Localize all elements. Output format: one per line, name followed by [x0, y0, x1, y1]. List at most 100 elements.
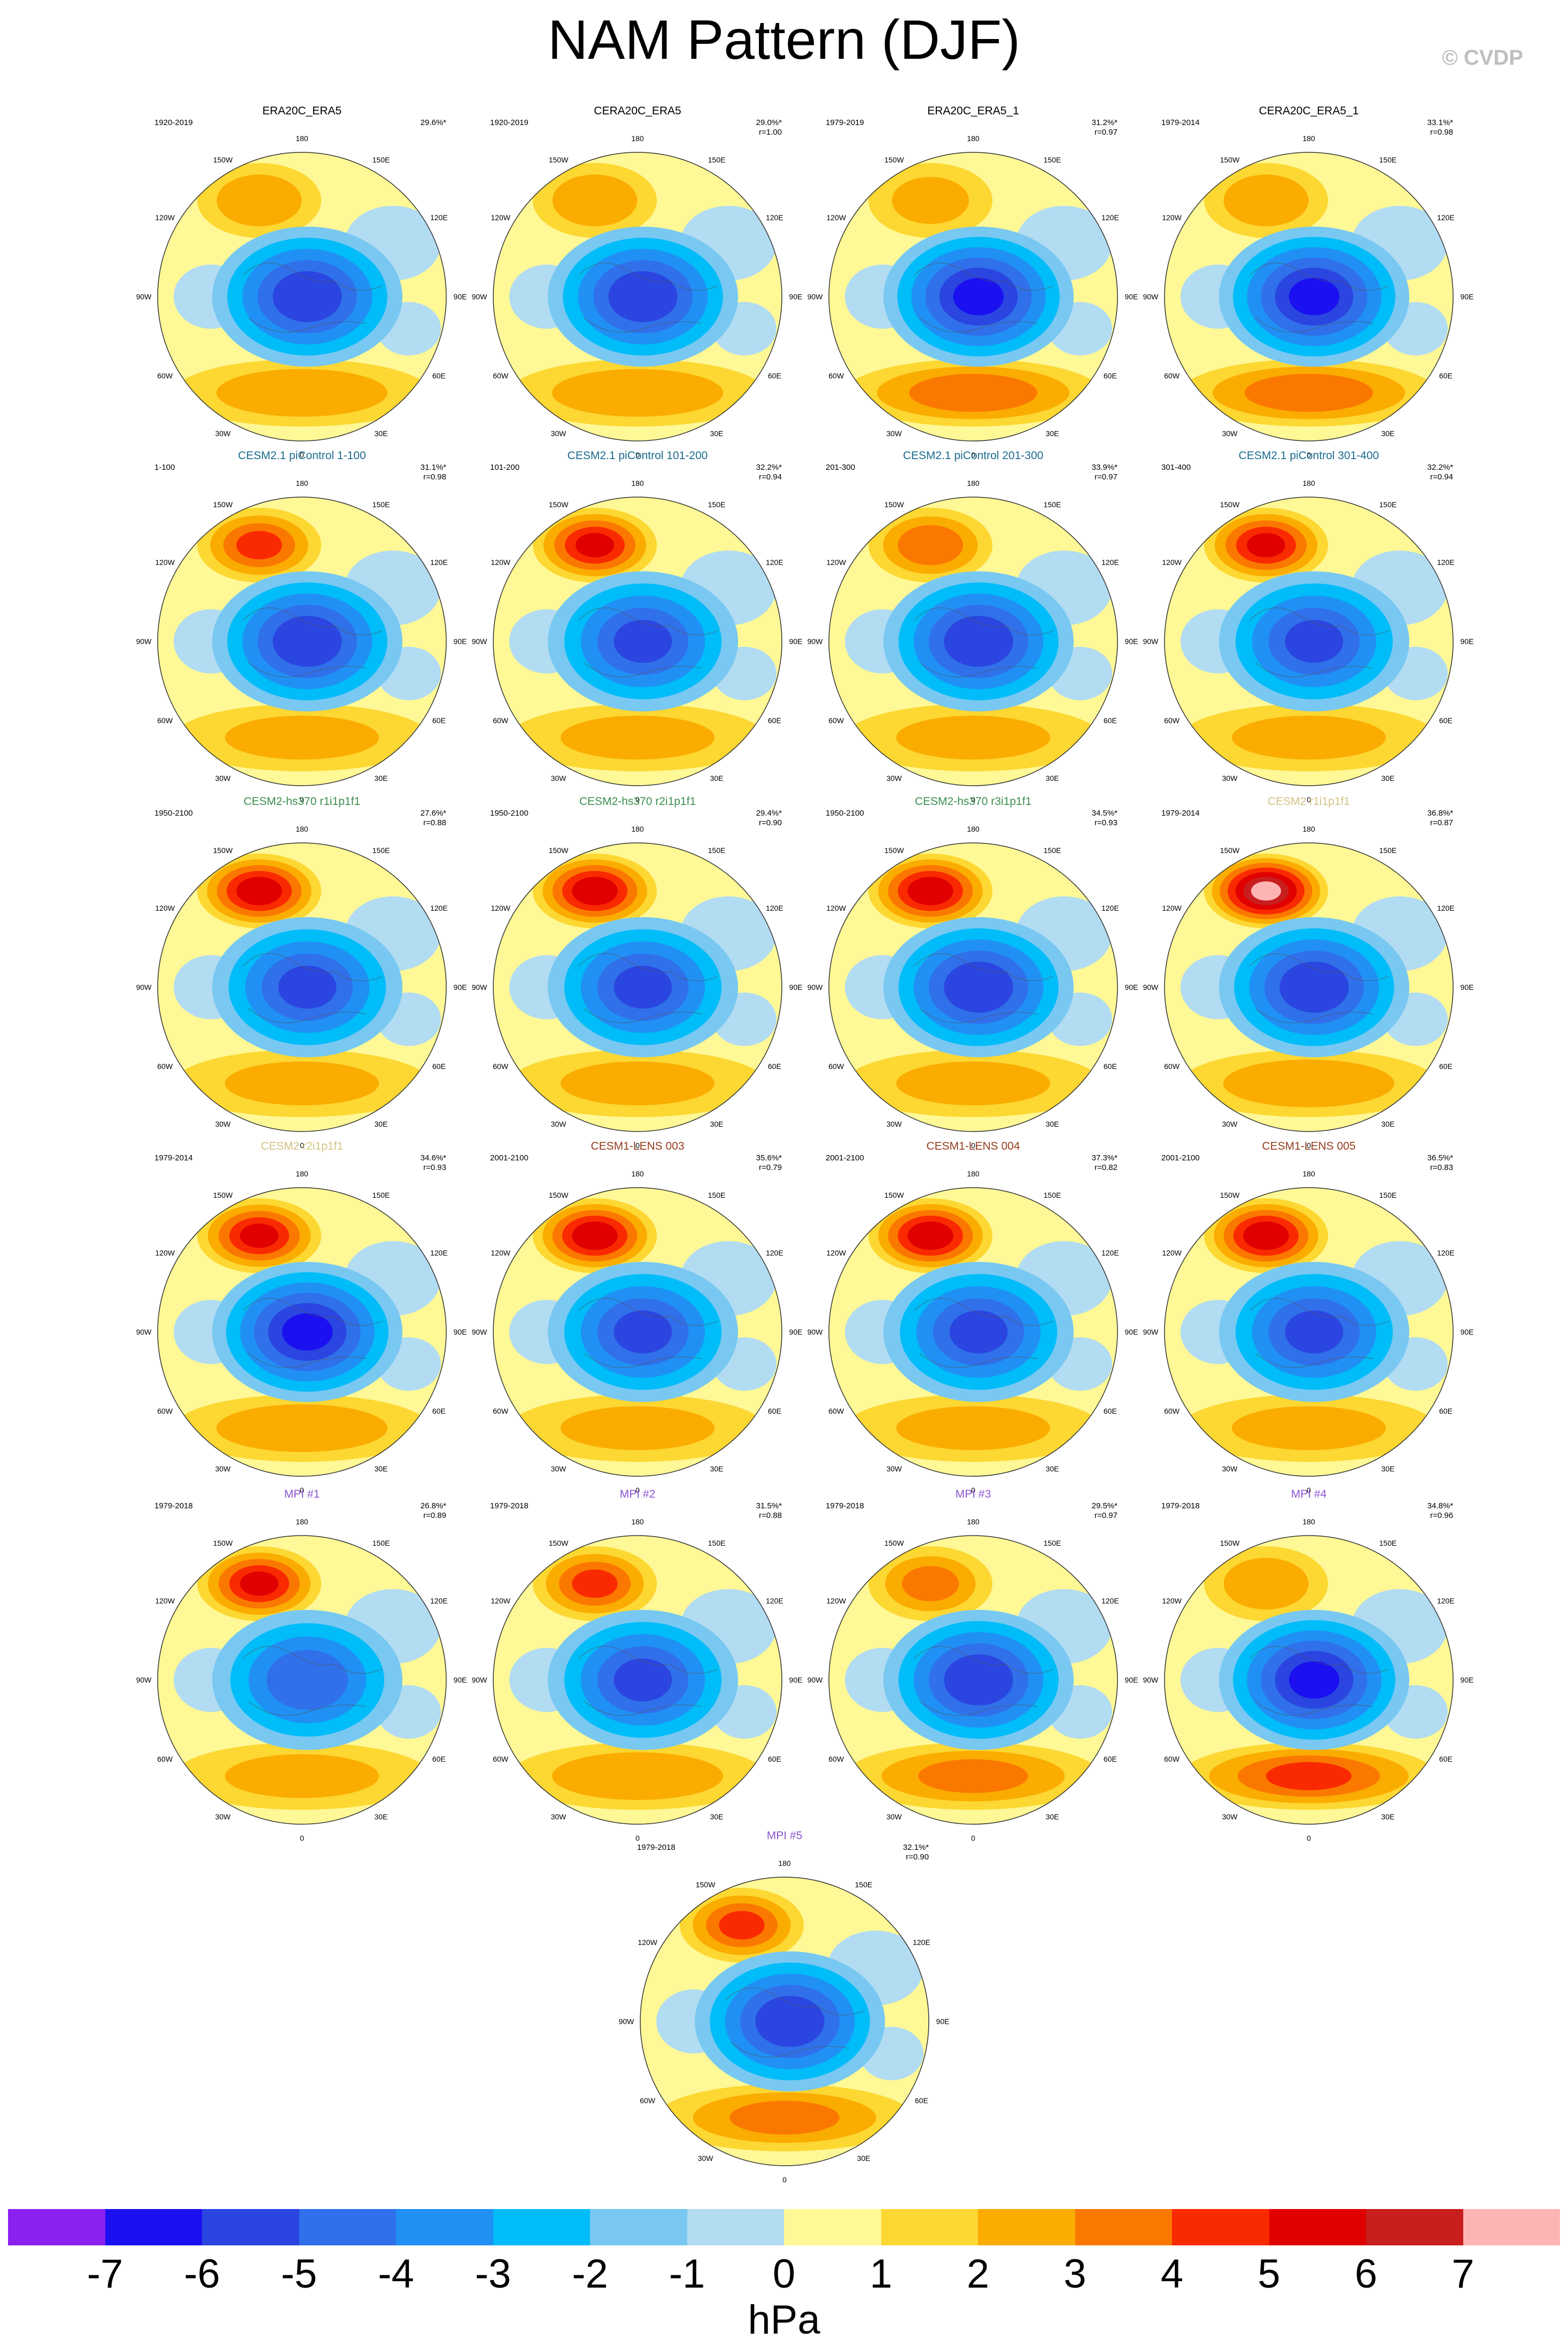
polar-map — [1164, 152, 1454, 441]
longitude-label: 150E — [372, 155, 390, 164]
longitude-label: 90E — [936, 2017, 950, 2026]
longitude-label: 30W — [215, 1464, 231, 1474]
longitude-label: 30E — [710, 1120, 724, 1129]
polar-map — [493, 1535, 782, 1825]
longitude-label: 120E — [1437, 558, 1455, 567]
longitude-label: 60E — [432, 1407, 446, 1415]
panel-pattern-correlation: r=0.87 — [1430, 818, 1453, 827]
longitude-label: 120E — [1437, 1597, 1455, 1605]
colorbar-cell — [202, 2209, 299, 2245]
longitude-label: 150E — [372, 500, 390, 509]
longitude-label: 180 — [296, 1169, 308, 1178]
longitude-label: 90W — [471, 637, 487, 646]
longitude-label: 90W — [1143, 292, 1159, 301]
longitude-label: 90E — [453, 1328, 467, 1336]
panel-period: 1979-2018 — [637, 1843, 676, 1852]
longitude-label: 30W — [1222, 1812, 1238, 1822]
longitude-label: 30W — [215, 1120, 231, 1129]
panel-variance-explained: 26.8%* — [420, 1501, 446, 1510]
map-panel: ERA20C_ERA5 1920-2019 29.6%* 180 150E 120E 90E… — [136, 105, 467, 459]
longitude-label: 0 — [1307, 1486, 1311, 1494]
longitude-label: 180 — [631, 134, 644, 143]
panel-variance-explained: 29.0%* — [756, 118, 782, 127]
longitude-label: 30E — [1381, 1120, 1395, 1129]
longitude-label: 150W — [1220, 846, 1240, 855]
longitude-label: 60W — [493, 371, 509, 380]
colorbar-tick-label: 0 — [772, 2251, 796, 2297]
copyright-label: © CVDP — [1442, 46, 1523, 69]
longitude-label: 60E — [767, 1407, 781, 1415]
longitude-label: 60W — [1164, 1062, 1180, 1071]
longitude-label: 120E — [430, 1249, 448, 1257]
panel-pattern-correlation: r=0.90 — [906, 1853, 929, 1862]
panel-period: 101-200 — [490, 463, 520, 472]
panel-period: 1950-2100 — [490, 809, 529, 818]
map-panel: CESM2.1 piControl 1-100 1-100 31.1%* r=0.98… — [136, 450, 467, 804]
longitude-label: 90W — [471, 1328, 487, 1336]
longitude-label: 30E — [374, 1120, 388, 1129]
map-panel: CESM2-hs370 r1i1p1f1 1950-2100 27.6%* r=0.8… — [136, 795, 467, 1150]
longitude-label: 0 — [1307, 1834, 1311, 1842]
longitude-label: 180 — [967, 134, 980, 143]
longitude-label: 150E — [708, 1190, 726, 1199]
longitude-label: 120W — [155, 213, 175, 222]
longitude-label: 120W — [491, 1249, 510, 1257]
longitude-label: 150W — [884, 1538, 904, 1547]
colorbar-cell — [1269, 2209, 1366, 2245]
longitude-label: 0 — [300, 795, 304, 804]
longitude-label: 30E — [1381, 429, 1395, 438]
longitude-label: 60E — [767, 716, 781, 725]
longitude-label: 150W — [884, 846, 904, 855]
longitude-label: 60E — [432, 716, 446, 725]
longitude-label: 90E — [1124, 1328, 1138, 1336]
longitude-label: 60W — [1164, 1407, 1180, 1415]
longitude-label: 30W — [215, 774, 231, 783]
panel-title: CESM2.1 piControl 301-400 — [1238, 450, 1379, 462]
longitude-label: 60E — [1103, 1755, 1117, 1763]
colorbar-cell — [1172, 2209, 1269, 2245]
longitude-label: 150W — [548, 155, 569, 164]
colorbar-cell — [978, 2209, 1075, 2245]
polar-map — [828, 152, 1118, 441]
polar-map — [493, 497, 782, 786]
longitude-label: 90E — [1460, 983, 1474, 991]
longitude-label: 90W — [1143, 983, 1159, 991]
colorbar-cell — [493, 2209, 590, 2245]
longitude-label: 120W — [826, 1597, 846, 1605]
longitude-label: 60W — [493, 1755, 509, 1763]
longitude-label: 60E — [432, 1755, 446, 1763]
polar-map — [640, 1877, 929, 2166]
colorbar-tick-label: -5 — [281, 2251, 317, 2297]
panel-period: 2001-2100 — [490, 1153, 529, 1163]
longitude-label: 120E — [1437, 1249, 1455, 1257]
longitude-label: 30E — [374, 1812, 388, 1822]
longitude-label: 90W — [136, 983, 152, 991]
longitude-label: 90W — [807, 983, 823, 991]
longitude-label: 90W — [807, 292, 823, 301]
panel-title: CESM2.1 piControl 1-100 — [238, 450, 366, 462]
longitude-label: 60W — [828, 1755, 844, 1763]
panel-period: 1950-2100 — [826, 809, 864, 818]
panel-period: 201-300 — [826, 463, 856, 472]
longitude-label: 120E — [430, 213, 448, 222]
longitude-label: 150E — [1043, 1190, 1061, 1199]
longitude-label: 30E — [1045, 1464, 1059, 1474]
map-panel: CESM2 r1i1p1f1 1979-2014 36.8%* r=0.87 180 15… — [1143, 795, 1474, 1150]
longitude-label: 150W — [695, 1880, 716, 1889]
colorbar-tick-label: -4 — [378, 2251, 414, 2297]
longitude-label: 30E — [710, 429, 724, 438]
longitude-label: 90W — [1143, 1676, 1159, 1684]
longitude-label: 0 — [300, 1486, 304, 1494]
panel-title: MPI #2 — [619, 1488, 656, 1500]
longitude-label: 120W — [155, 904, 175, 912]
longitude-label: 150W — [548, 846, 569, 855]
colorbar-tick-label: 1 — [870, 2251, 892, 2297]
longitude-label: 90E — [1124, 1676, 1138, 1684]
longitude-label: 30E — [374, 429, 388, 438]
panel-pattern-correlation: r=0.98 — [423, 472, 446, 482]
longitude-label: 120W — [491, 904, 510, 912]
longitude-label: 30W — [1222, 1464, 1238, 1474]
panel-period: 2001-2100 — [1161, 1153, 1200, 1163]
map-panel: CERA20C_ERA5_1 1979-2014 33.1%* r=0.98 180 15… — [1143, 105, 1474, 459]
panel-title: CERA20C_ERA5 — [594, 105, 681, 117]
